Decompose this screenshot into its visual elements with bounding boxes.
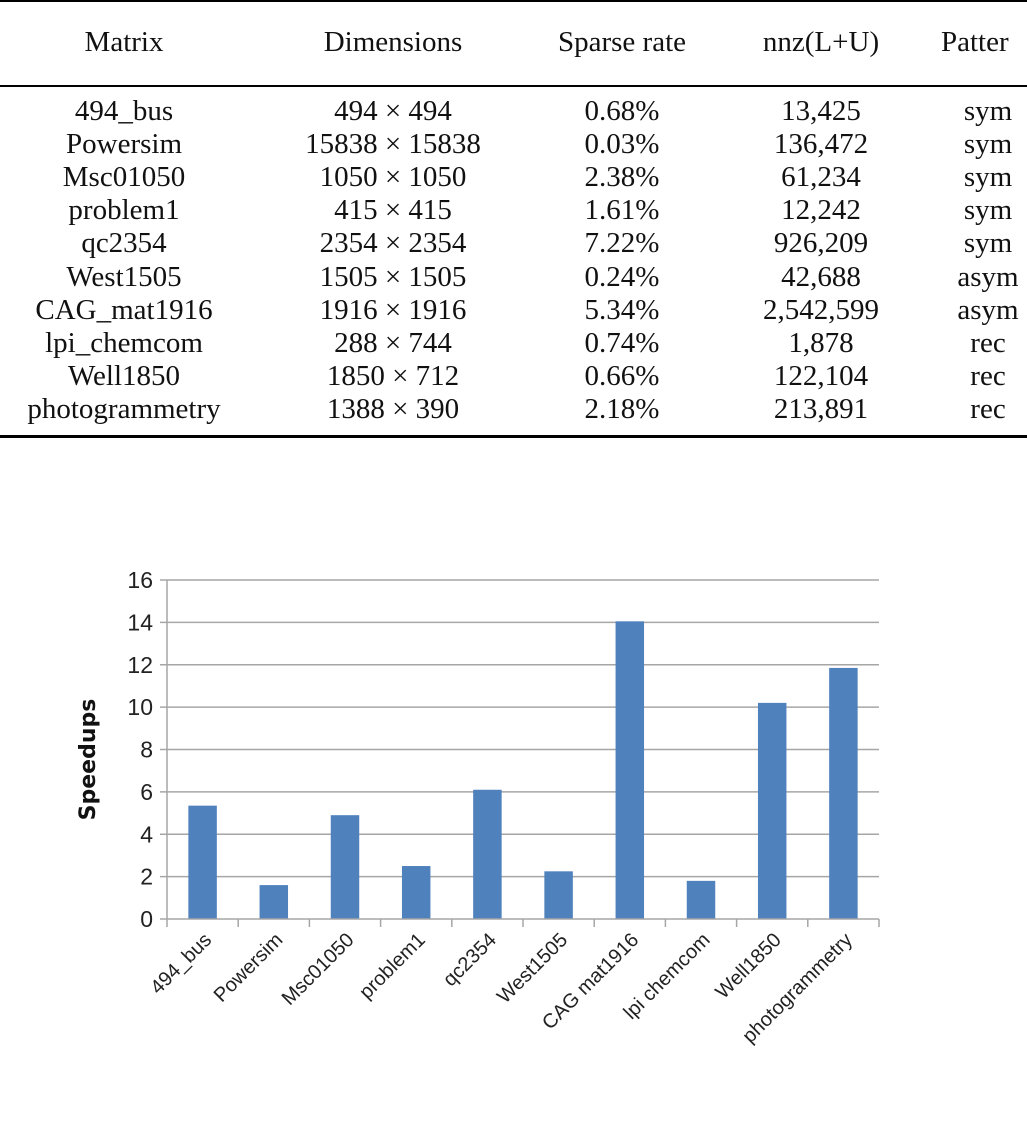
y-tick-label: 10 [127, 694, 153, 720]
dimensions-cell: 494 × 494 [334, 95, 452, 127]
x-category-label: Powersim [210, 929, 288, 1007]
y-tick-label: 14 [127, 609, 153, 635]
bar-msc01050 [330, 815, 360, 919]
bar-powersim [259, 885, 289, 919]
bar-well1850 [757, 702, 787, 919]
pattern-cell: rec [970, 326, 1006, 359]
y-axis-ticks: 0 2 4 6 8 10 12 14 16 [127, 567, 168, 932]
nnz-cell: 12,242 [781, 194, 861, 227]
dimensions-cell: 1050 × 1050 [319, 161, 467, 194]
nnz-cell: 926,209 [773, 227, 869, 260]
matrix-cell: Msc01050 [62, 161, 186, 194]
bar-lpi-chemcom [686, 880, 716, 919]
pattern-cell: rec [970, 392, 1006, 425]
header-nnz: nnz(L+U) [762, 26, 880, 58]
x-category-label: Well1850 [711, 929, 785, 1003]
nnz-cell: 213,891 [773, 392, 869, 425]
bar-qc2354 [473, 789, 502, 919]
y-tick-label: 2 [140, 864, 153, 890]
header-matrix: Matrix [84, 26, 164, 58]
nnz-cell: 1,878 [788, 326, 854, 359]
bar-494-bus [188, 805, 217, 919]
pattern-cell: sym [963, 227, 1013, 260]
nnz-cell: 2,542,599 [763, 293, 879, 326]
table-bottom-rule [0, 435, 1027, 438]
nnz-cell: 122,104 [773, 359, 869, 392]
pattern-cell: rec [970, 359, 1006, 392]
dimensions-cell: 288 × 744 [334, 326, 452, 359]
sparse-rate-cell: 1.61% [584, 194, 660, 227]
matrix-cell: problem1 [68, 194, 180, 227]
table-header-rule [0, 85, 1027, 87]
sparse-rate-cell: 0.66% [584, 359, 660, 392]
bar-photogrammetry [829, 667, 858, 919]
dimensions-cell: 1916 × 1916 [319, 293, 467, 326]
header-pattern: Patter [941, 26, 1009, 58]
y-tick-label: 0 [140, 906, 153, 932]
x-category-label: qc2354 [439, 929, 501, 991]
sparse-rate-cell: 0.03% [584, 128, 660, 161]
bar-cag-mat1916 [615, 621, 645, 919]
y-tick-label: 16 [127, 567, 153, 593]
header-sparse-rate: Sparse rate [557, 26, 687, 58]
x-category-label: 494_bus [146, 929, 216, 999]
matrix-cell: CAG_mat1916 [35, 293, 213, 326]
chart-bars [188, 621, 858, 919]
sparse-rate-cell: 5.34% [584, 293, 660, 326]
dimensions-cell: 1388 × 390 [326, 392, 460, 425]
sparse-rate-cell: 7.22% [584, 227, 660, 260]
dimensions-cell: 1505 × 1505 [319, 260, 467, 293]
matrix-cell: photogrammetry [27, 392, 221, 425]
pattern-cell: sym [963, 95, 1013, 127]
bar-west1505 [544, 871, 573, 919]
dimensions-cell: 415 × 415 [334, 194, 452, 227]
sparse-rate-cell: 0.24% [584, 260, 660, 293]
y-tick-label: 8 [140, 737, 153, 763]
matrix-cell: qc2354 [81, 227, 167, 260]
matrix-cell: 494_bus [74, 95, 174, 127]
nnz-cell: 13,425 [781, 95, 861, 127]
dimensions-cell: 15838 × 15838 [305, 128, 481, 161]
nnz-cell: 136,472 [773, 128, 869, 161]
matrix-cell: lpi_chemcom [45, 326, 203, 359]
y-tick-label: 4 [140, 821, 153, 847]
matrix-cell: West1505 [66, 260, 182, 293]
table-top-rule [0, 0, 1027, 2]
x-axis [166, 918, 880, 927]
bar-problem1 [401, 866, 431, 919]
pattern-cell: sym [963, 128, 1013, 161]
dimensions-cell: 1850 × 712 [326, 359, 460, 392]
speedup-bar-chart: 0 2 4 6 8 10 12 14 16 494_busPowersimMsc01050pro… [76, 567, 880, 1048]
y-axis-title: Speedups [76, 699, 101, 821]
matrix-cell: Well1850 [67, 359, 181, 392]
dimensions-cell: 2354 × 2354 [319, 227, 467, 260]
sparse-rate-cell: 0.68% [584, 95, 660, 127]
matrix-table: Matrix Dimensions Sparse rate nnz(L+U) P… [0, 0, 1027, 440]
y-tick-label: 6 [140, 779, 153, 805]
pattern-cell: asym [957, 260, 1019, 293]
pattern-cell: sym [963, 194, 1013, 227]
sparse-rate-cell: 2.18% [584, 392, 660, 425]
sparse-rate-cell: 2.38% [584, 161, 660, 194]
pattern-cell: asym [957, 293, 1019, 326]
matrix-cell: Powersim [66, 128, 182, 161]
pattern-cell: sym [963, 161, 1013, 194]
sparse-rate-cell: 0.74% [584, 326, 660, 359]
nnz-cell: 61,234 [781, 161, 861, 194]
x-category-label: Msc01050 [278, 929, 359, 1010]
nnz-cell: 42,688 [781, 260, 861, 293]
x-category-label: problem1 [355, 929, 430, 1004]
y-tick-label: 12 [127, 652, 153, 678]
header-dimensions: Dimensions [323, 26, 463, 58]
